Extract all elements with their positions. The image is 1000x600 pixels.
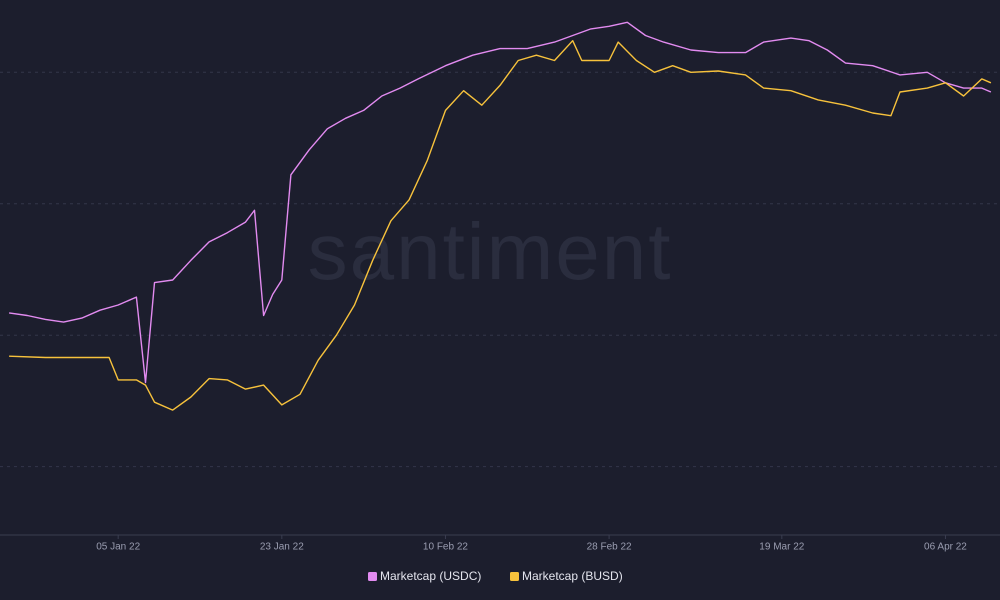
legend-label: Marketcap (BUSD)	[522, 569, 623, 583]
x-tick-label: 23 Jan 22	[260, 542, 304, 553]
x-tick-label: 10 Feb 22	[423, 542, 468, 553]
legend-label: Marketcap (USDC)	[380, 569, 481, 583]
x-tick-label: 05 Jan 22	[96, 542, 140, 553]
x-tick-label: 19 Mar 22	[759, 542, 804, 553]
line-series	[9, 40, 992, 411]
legend-swatch	[510, 572, 519, 581]
line-series	[9, 21, 992, 384]
watermark: santiment	[308, 207, 673, 296]
legend-swatch	[368, 572, 377, 581]
x-tick-label: 06 Apr 22	[924, 542, 967, 553]
x-tick-label: 28 Feb 22	[587, 542, 632, 553]
